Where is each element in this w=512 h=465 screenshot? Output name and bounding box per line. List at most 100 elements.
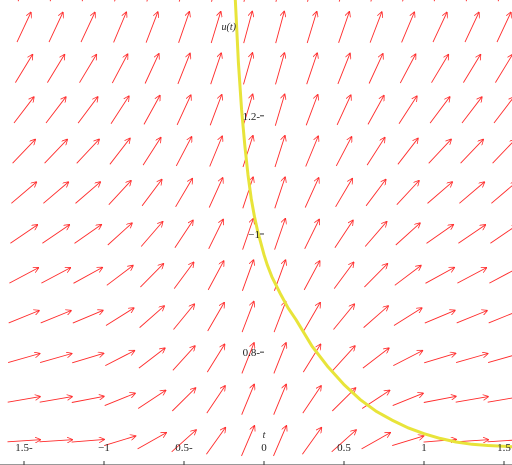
field-arrow <box>210 53 222 85</box>
field-arrow <box>274 94 284 126</box>
field-arrow <box>7 440 41 442</box>
field-arrow <box>305 136 319 167</box>
field-arrow <box>370 0 372 2</box>
field-arrow <box>365 179 386 207</box>
axes: 1.5- −1 0.5- 0 0.5 1 1.5 0.8- −1 1.2- t u(t) <box>0 22 512 465</box>
field-arrow <box>460 139 484 164</box>
field-arrow <box>432 12 447 43</box>
x-axis-label: t <box>263 430 266 441</box>
field-arrow <box>7 354 40 364</box>
field-arrow <box>107 223 132 246</box>
field-arrow <box>206 386 225 414</box>
field-arrow <box>110 96 129 124</box>
field-arrow <box>140 264 163 288</box>
field-arrow <box>433 0 436 2</box>
field-arrow <box>7 397 41 403</box>
field-arrow <box>425 267 455 284</box>
direction-field <box>7 0 512 457</box>
y-tick-label: 1.2- <box>243 111 261 123</box>
field-arrow <box>243 11 253 44</box>
field-arrow <box>333 262 354 289</box>
field-arrow <box>206 344 224 373</box>
field-arrow <box>114 0 116 2</box>
field-arrow <box>171 430 197 453</box>
field-arrow <box>43 182 68 204</box>
field-arrow <box>177 53 190 85</box>
field-arrow <box>490 225 512 244</box>
y-axis-label: u(t) <box>222 22 237 33</box>
field-arrow <box>175 137 191 167</box>
field-arrow <box>77 97 98 124</box>
field-arrow <box>242 94 252 126</box>
field-arrow <box>17 0 20 2</box>
field-arrow <box>241 343 254 374</box>
field-arrow <box>178 12 190 43</box>
field-arrow <box>144 54 159 84</box>
field-arrow <box>459 182 484 204</box>
field-arrow <box>178 0 181 2</box>
field-arrow <box>146 0 148 2</box>
field-arrow <box>487 439 512 443</box>
field-arrow <box>243 0 245 2</box>
field-arrow <box>145 12 158 43</box>
field-arrow <box>395 223 420 246</box>
field-arrow <box>111 54 127 84</box>
field-arrow <box>465 0 468 2</box>
field-arrow <box>331 430 357 453</box>
field-arrow <box>497 0 500 2</box>
field-arrow <box>394 265 421 286</box>
field-arrow <box>426 225 454 244</box>
field-arrow <box>493 97 512 124</box>
field-arrow <box>398 96 417 124</box>
y-tick-label: −1 <box>248 229 260 241</box>
field-arrow <box>393 351 422 367</box>
field-arrow <box>303 261 320 291</box>
field-arrow <box>72 310 103 324</box>
field-arrow <box>464 12 479 43</box>
field-arrow <box>209 136 223 167</box>
field-arrow <box>335 137 351 167</box>
field-arrow <box>429 97 450 124</box>
x-tick-label: 1.5- <box>15 442 33 454</box>
field-arrow <box>366 137 385 166</box>
field-arrow <box>173 304 195 330</box>
field-arrow <box>491 182 512 204</box>
field-arrow <box>139 306 165 328</box>
field-arrow <box>336 95 351 126</box>
field-arrow <box>273 384 287 415</box>
field-arrow <box>461 97 482 124</box>
field-arrow <box>458 225 485 244</box>
y-tick-label: 0.8- <box>243 347 261 359</box>
field-arrow <box>492 139 512 164</box>
field-arrow <box>337 53 350 85</box>
field-arrow <box>306 53 318 85</box>
field-arrow <box>424 353 456 364</box>
field-arrow <box>242 177 253 209</box>
field-arrow <box>369 12 382 43</box>
field-arrow <box>104 393 136 407</box>
x-ticks: 1.5- −1 0.5- 0 0.5 1 1.5 <box>15 442 511 465</box>
field-arrow <box>208 219 224 249</box>
field-arrow <box>496 12 511 43</box>
field-arrow <box>71 396 104 403</box>
solution-curve <box>233 0 512 449</box>
field-arrow <box>274 177 285 209</box>
field-arrow <box>307 0 309 2</box>
field-arrow <box>334 220 353 248</box>
x-tick-label: 0.5- <box>175 442 193 454</box>
field-arrow <box>42 225 69 244</box>
field-arrow <box>363 306 389 328</box>
x-tick-label: 0.5 <box>337 442 351 454</box>
field-arrow <box>274 218 286 250</box>
field-arrow <box>76 139 100 164</box>
field-arrow <box>364 222 387 247</box>
field-arrow <box>39 354 72 364</box>
field-arrow <box>393 308 422 326</box>
field-arrow <box>71 439 105 442</box>
field-arrow <box>72 353 104 364</box>
field-arrow <box>306 11 317 44</box>
field-arrow <box>275 53 285 85</box>
field-arrow <box>338 12 350 43</box>
field-arrow <box>401 12 415 43</box>
